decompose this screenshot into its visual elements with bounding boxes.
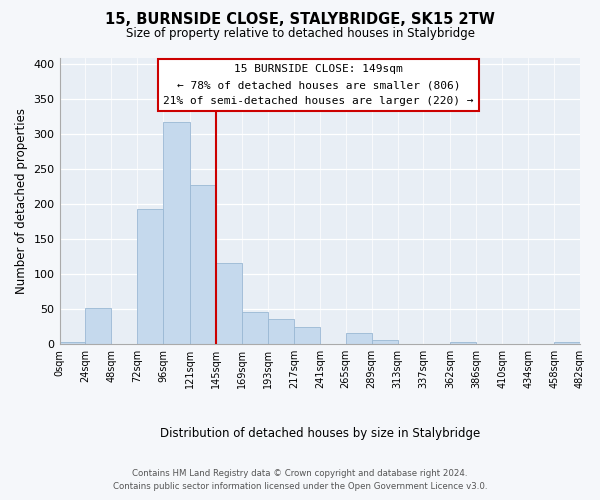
Bar	[163, 122, 190, 344]
Bar	[346, 334, 371, 344]
Bar	[451, 342, 476, 344]
Text: 15, BURNSIDE CLOSE, STALYBRIDGE, SK15 2TW: 15, BURNSIDE CLOSE, STALYBRIDGE, SK15 2T…	[105, 12, 495, 28]
Text: Size of property relative to detached houses in Stalybridge: Size of property relative to detached ho…	[125, 28, 475, 40]
Text: Contains HM Land Registry data © Crown copyright and database right 2024.
Contai: Contains HM Land Registry data © Crown c…	[113, 469, 487, 491]
Bar	[190, 184, 216, 344]
Bar	[554, 342, 580, 344]
Bar	[216, 263, 242, 344]
Bar	[268, 320, 294, 344]
X-axis label: Distribution of detached houses by size in Stalybridge: Distribution of detached houses by size …	[160, 427, 480, 440]
Bar	[59, 342, 85, 344]
Bar	[137, 209, 163, 344]
Text: 15 BURNSIDE CLOSE: 149sqm
← 78% of detached houses are smaller (806)
21% of semi: 15 BURNSIDE CLOSE: 149sqm ← 78% of detac…	[163, 64, 474, 106]
Bar	[242, 312, 268, 344]
Bar	[85, 308, 112, 344]
Bar	[371, 340, 398, 344]
Y-axis label: Number of detached properties: Number of detached properties	[15, 108, 28, 294]
Bar	[294, 327, 320, 344]
